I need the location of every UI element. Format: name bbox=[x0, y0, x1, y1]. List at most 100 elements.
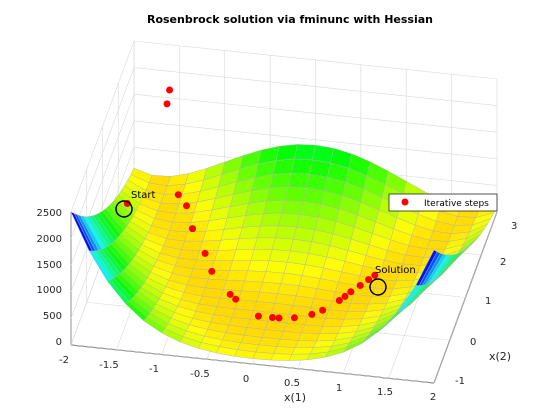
iterative-step-point bbox=[347, 288, 355, 296]
surface-patch bbox=[291, 347, 314, 355]
surface-patch bbox=[252, 351, 275, 361]
legend-box bbox=[388, 193, 498, 212]
x-tick-label: 2 bbox=[430, 392, 436, 403]
surface-patch bbox=[263, 200, 286, 215]
surface-patch bbox=[276, 338, 299, 348]
legend-marker bbox=[401, 198, 409, 206]
iterative-step-point bbox=[163, 100, 171, 108]
surface-patch bbox=[214, 249, 237, 261]
iterative-steps-series bbox=[123, 86, 379, 322]
z-tick-label: 2000 bbox=[37, 234, 62, 245]
surface-patch bbox=[241, 280, 264, 293]
surface-patch bbox=[294, 340, 317, 348]
surface-patch bbox=[244, 270, 267, 283]
surface-patch bbox=[259, 281, 282, 294]
surface-patch bbox=[284, 186, 307, 202]
iterative-step-point bbox=[201, 249, 209, 257]
surface-patch bbox=[273, 346, 296, 355]
x-tick-label: -2 bbox=[59, 355, 69, 366]
surface-patch bbox=[235, 237, 258, 251]
iterative-step-point bbox=[290, 314, 298, 322]
x-tick-label: 0.5 bbox=[284, 378, 300, 389]
z-tick-label: 1500 bbox=[37, 260, 62, 271]
y-tick-label: 0 bbox=[470, 337, 476, 348]
iterative-step-point bbox=[232, 295, 240, 303]
surface-patch bbox=[426, 239, 449, 250]
surface-patch bbox=[256, 291, 279, 304]
solution-annotation: Solution bbox=[375, 265, 416, 276]
solution-circle bbox=[369, 278, 387, 296]
chart-title: Rosenbrock solution via fminunc with Hes… bbox=[147, 13, 433, 26]
y-tick-label: 1 bbox=[485, 296, 491, 307]
surface-patch bbox=[265, 260, 288, 274]
x-axis-label: x(1) bbox=[284, 391, 306, 404]
iterative-step-point bbox=[189, 225, 196, 233]
x-tick-label: 1 bbox=[336, 383, 342, 394]
z-tick-labels: 0 500 1000 1500 2000 2500 bbox=[37, 208, 62, 348]
surface-patch bbox=[343, 311, 366, 320]
surface-patch bbox=[181, 240, 204, 252]
surface-patch bbox=[166, 173, 189, 186]
iterative-step-point bbox=[356, 282, 364, 289]
y-tick-label: -1 bbox=[455, 376, 465, 387]
y-axis-label: x(2) bbox=[489, 350, 511, 363]
surface-patch bbox=[259, 213, 282, 227]
z-tick-label: 1000 bbox=[37, 285, 62, 296]
surface-patch bbox=[271, 237, 294, 252]
surface-patch bbox=[199, 239, 222, 252]
surface-patch bbox=[250, 249, 273, 262]
surface-patch bbox=[322, 318, 345, 327]
surface-patch bbox=[290, 158, 313, 175]
iterative-step-point bbox=[319, 306, 327, 314]
surface-patch bbox=[222, 279, 245, 291]
surface-patch bbox=[281, 200, 304, 215]
iterative-step-point bbox=[341, 292, 349, 300]
surface-patch bbox=[253, 237, 276, 250]
surface-patch bbox=[349, 294, 372, 305]
surface-patch bbox=[268, 249, 291, 263]
iterative-step-point bbox=[275, 314, 283, 322]
start-circle bbox=[115, 200, 133, 218]
surface-patch bbox=[211, 260, 234, 271]
iterative-step-point bbox=[371, 271, 379, 279]
iterative-step-point bbox=[335, 297, 343, 304]
iterative-step-point bbox=[254, 312, 262, 320]
surface-patch bbox=[325, 309, 348, 320]
surface-patch bbox=[226, 270, 249, 282]
surface-patch bbox=[319, 326, 342, 335]
y-tick-label: 3 bbox=[511, 221, 517, 232]
surface-patch bbox=[229, 260, 252, 272]
surface-patch bbox=[270, 353, 293, 361]
x-tick-labels: -2 -1.5 -1 -0.5 0 0.5 1 1.5 2 bbox=[59, 355, 436, 403]
surface-patch bbox=[274, 225, 297, 240]
surface-patch bbox=[232, 249, 255, 261]
z-tick-label: 0 bbox=[56, 337, 62, 348]
surface-patch bbox=[184, 230, 207, 242]
surface-patch bbox=[316, 333, 339, 342]
iterative-step-point bbox=[183, 202, 190, 210]
surface-patch bbox=[454, 216, 477, 226]
iterative-step-point bbox=[174, 191, 182, 199]
iterative-step-point bbox=[208, 267, 216, 275]
surface-patch bbox=[279, 331, 302, 341]
legend: Iterative steps bbox=[388, 193, 498, 212]
surface-patch bbox=[237, 290, 260, 302]
surface-patch bbox=[278, 213, 301, 228]
surface-patch bbox=[304, 316, 327, 327]
iterative-step-point bbox=[308, 310, 316, 318]
x-tick-label: -1 bbox=[149, 364, 159, 375]
surface-patch bbox=[247, 260, 270, 272]
start-annotation: Start bbox=[131, 190, 156, 201]
y-tick-labels: -1 0 1 2 3 bbox=[455, 221, 517, 387]
iterative-step-point bbox=[365, 276, 373, 284]
z-tick-label: 500 bbox=[43, 311, 62, 322]
surface-patch bbox=[301, 324, 324, 335]
surface-patch bbox=[70, 211, 93, 252]
x-tick-label: 0 bbox=[243, 374, 249, 385]
y-tick-label: 2 bbox=[500, 257, 506, 268]
legend-label: Iterative steps bbox=[424, 199, 489, 209]
iterative-step-point bbox=[226, 290, 234, 298]
surface-patch bbox=[346, 302, 369, 312]
z-tick-label: 2500 bbox=[37, 208, 62, 219]
